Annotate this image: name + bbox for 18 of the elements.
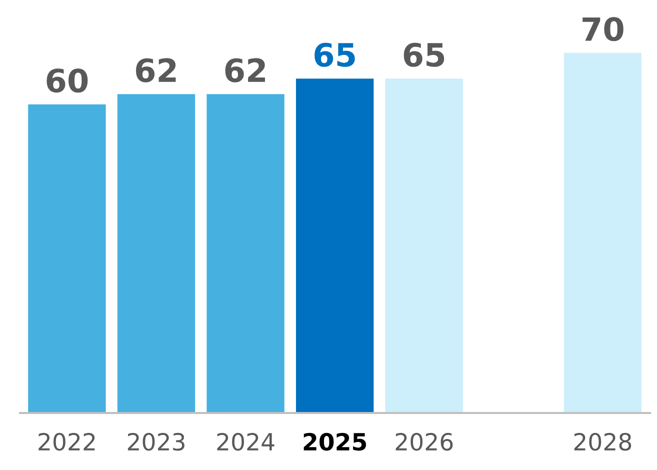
x-tick-label: 2022 — [38, 432, 95, 451]
data-label: 62 — [225, 58, 265, 82]
bar — [28, 104, 106, 413]
data-label: 70 — [582, 17, 624, 42]
data-label: 62 — [136, 58, 176, 82]
bar — [385, 78, 463, 413]
data-label: 65 — [314, 42, 355, 67]
data-label: 65 — [404, 42, 444, 67]
x-tick-label: 2024 — [217, 432, 274, 451]
bar — [117, 94, 196, 413]
bar — [296, 78, 374, 413]
x-tick-label: 2028 — [574, 432, 632, 451]
x-tick-label: 2026 — [396, 432, 453, 451]
x-tick-label: 2025 — [304, 432, 366, 451]
bar — [564, 52, 642, 413]
bar — [206, 94, 284, 413]
x-tick-label: 2023 — [128, 432, 184, 451]
data-label: 60 — [46, 68, 88, 93]
